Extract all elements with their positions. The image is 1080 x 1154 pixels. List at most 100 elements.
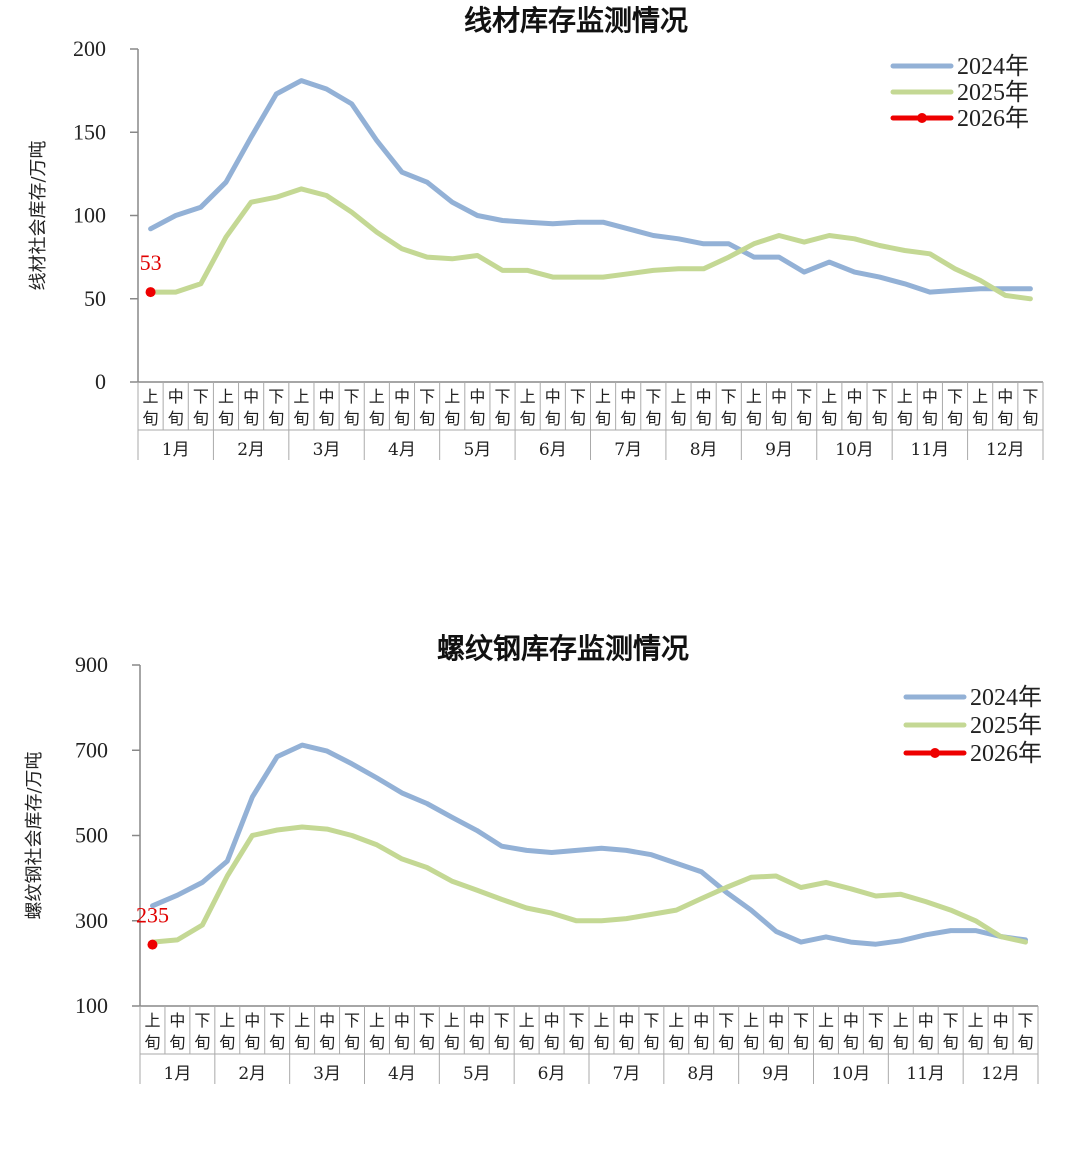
x-month-label: 5月 (463, 440, 491, 460)
legend-label: 2026年 (970, 740, 1042, 767)
x-month-label: 6月 (538, 1064, 566, 1084)
x-month-label: 7月 (614, 440, 642, 460)
x-month-label: 10月 (832, 1064, 871, 1084)
x-month-label: 11月 (906, 1064, 945, 1084)
series-point-3 (145, 287, 156, 298)
x-tick-label: 中旬 (843, 1011, 859, 1052)
x-tick-label: 中旬 (696, 387, 712, 428)
x-tick-label: 上旬 (668, 1011, 684, 1052)
y-tick-label: 150 (73, 119, 106, 144)
series-line-2 (150, 824, 1028, 945)
x-month-label: 12月 (981, 1064, 1020, 1084)
x-tick-label: 中旬 (244, 1011, 260, 1052)
x-tick-label: 上旬 (821, 387, 837, 428)
x-tick-label: 中旬 (545, 387, 561, 428)
x-tick-label: 下旬 (1022, 387, 1038, 428)
x-month-label: 6月 (539, 440, 567, 460)
data-label: 53 (140, 250, 162, 275)
y-tick-label: 0 (95, 369, 106, 394)
legend-marker (917, 113, 927, 123)
y-axis-label: 线材社会库存/万吨 (28, 140, 49, 290)
x-month-label: 3月 (313, 1064, 341, 1084)
x-tick-label: 中旬 (544, 1011, 560, 1052)
x-tick-label: 下旬 (643, 1011, 659, 1052)
legend-marker (930, 748, 940, 758)
x-tick-label: 上旬 (369, 1011, 385, 1052)
x-tick-label: 上旬 (593, 1011, 609, 1052)
x-month-label: 11月 (911, 440, 950, 460)
x-tick-label: 上旬 (218, 387, 234, 428)
x-tick-label: 上旬 (972, 387, 988, 428)
x-tick-label: 下旬 (344, 387, 360, 428)
x-tick-label: 中旬 (997, 387, 1013, 428)
x-tick-label: 中旬 (846, 387, 862, 428)
y-tick-label: 500 (75, 823, 108, 848)
x-tick-label: 中旬 (394, 1011, 410, 1052)
x-tick-label: 上旬 (746, 387, 762, 428)
x-tick-label: 上旬 (968, 1011, 984, 1052)
x-tick-label: 中旬 (243, 387, 259, 428)
x-tick-label: 下旬 (718, 1011, 734, 1052)
x-tick-label: 中旬 (168, 387, 184, 428)
x-tick-label: 上旬 (893, 1011, 909, 1052)
legend-label: 2026年 (957, 105, 1029, 132)
x-month-label: 2月 (238, 1064, 266, 1084)
x-tick-label: 中旬 (618, 1011, 634, 1052)
legend-label: 2025年 (970, 712, 1042, 739)
x-tick-label: 上旬 (144, 1011, 160, 1052)
x-tick-label: 下旬 (796, 387, 812, 428)
x-tick-label: 中旬 (768, 1011, 784, 1052)
chart-title: 线材库存监测情况 (464, 4, 688, 37)
x-tick-label: 中旬 (469, 1011, 485, 1052)
x-tick-label: 下旬 (947, 387, 963, 428)
x-tick-label: 下旬 (793, 1011, 809, 1052)
y-tick-label: 900 (75, 652, 108, 677)
series-line-1 (150, 742, 1028, 947)
x-month-label: 9月 (762, 1064, 790, 1084)
x-tick-label: 下旬 (419, 1011, 435, 1052)
x-tick-label: 下旬 (872, 387, 888, 428)
y-tick-label: 700 (75, 737, 108, 762)
x-month-label: 12月 (986, 440, 1025, 460)
x-month-label: 10月 (835, 440, 874, 460)
rebar-inventory-chart: 螺纹钢库存监测情况 螺纹钢社会库存/万吨 100 300 500 700 900 上旬 中旬 下旬… (0, 620, 1080, 1154)
y-axis-label: 螺纹钢社会库存/万吨 (24, 751, 45, 919)
x-month-label: 2月 (237, 440, 265, 460)
x-tick-label: 中旬 (918, 1011, 934, 1052)
x-tick-label: 上旬 (219, 1011, 235, 1052)
x-tick-label: 下旬 (868, 1011, 884, 1052)
x-tick-label: 下旬 (268, 387, 284, 428)
y-tick-label: 100 (75, 993, 108, 1018)
wire-rod-chart-svg: 线材库存监测情况线材社会库存/万吨050100150200上旬中旬下旬上旬中旬下… (28, 4, 1044, 460)
x-month-label: 3月 (313, 440, 341, 460)
chart-title: 螺纹钢库存监测情况 (437, 632, 689, 665)
x-tick-label: 中旬 (469, 387, 485, 428)
x-tick-label: 上旬 (294, 1011, 310, 1052)
x-tick-label: 上旬 (444, 1011, 460, 1052)
x-tick-label: 下旬 (194, 1011, 210, 1052)
series-line-1 (148, 78, 1033, 295)
x-tick-label: 上旬 (670, 387, 686, 428)
x-month-label: 8月 (687, 1064, 715, 1084)
x-tick-label: 上旬 (444, 387, 460, 428)
x-tick-label: 中旬 (922, 387, 938, 428)
x-tick-label: 中旬 (620, 387, 636, 428)
legend-label: 2025年 (957, 79, 1029, 106)
y-tick-label: 300 (75, 908, 108, 933)
x-month-label: 7月 (613, 1064, 641, 1084)
x-tick-label: 中旬 (993, 1011, 1009, 1052)
x-tick-label: 下旬 (645, 387, 661, 428)
x-tick-label: 下旬 (269, 1011, 285, 1052)
x-tick-label: 中旬 (693, 1011, 709, 1052)
x-tick-label: 下旬 (494, 1011, 510, 1052)
x-tick-label: 上旬 (293, 387, 309, 428)
x-tick-label: 中旬 (771, 387, 787, 428)
rebar-chart-svg: 螺纹钢库存监测情况螺纹钢社会库存/万吨100300500700900上旬中旬下旬… (24, 632, 1042, 1084)
x-tick-label: 上旬 (743, 1011, 759, 1052)
x-month-label: 1月 (162, 440, 190, 460)
x-month-label: 1月 (164, 1064, 192, 1084)
x-tick-label: 下旬 (193, 387, 209, 428)
x-month-label: 8月 (690, 440, 718, 460)
x-tick-label: 中旬 (394, 387, 410, 428)
x-tick-label: 上旬 (369, 387, 385, 428)
